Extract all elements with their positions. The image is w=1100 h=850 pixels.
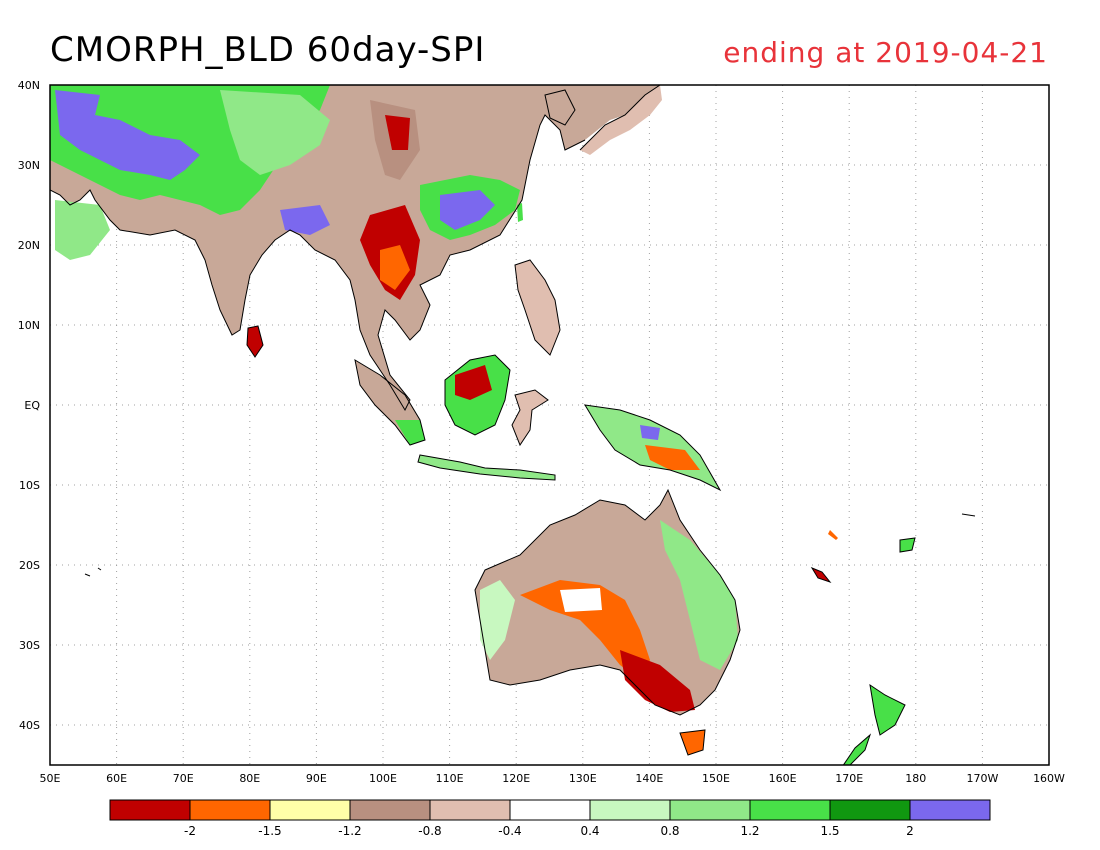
legend-swatch xyxy=(749,799,831,821)
legend-swatch xyxy=(669,799,751,821)
longitude-tick-label: 160W xyxy=(1033,772,1065,785)
longitude-tick-label: 170W xyxy=(966,772,998,785)
legend-swatch xyxy=(349,799,431,821)
latitude-tick-label: 20N xyxy=(18,239,40,252)
longitude-tick-label: 160E xyxy=(769,772,797,785)
legend-swatch xyxy=(589,799,671,821)
australia-interior-dry xyxy=(520,580,650,680)
australia-west-green xyxy=(480,580,515,660)
korea xyxy=(545,90,575,125)
legend-tick-label: 1.5 xyxy=(820,824,839,838)
legend-tick-label: -1.2 xyxy=(338,824,361,838)
map-subtitle-date: ending at 2019-04-21 xyxy=(723,36,1048,69)
legend-swatch xyxy=(269,799,351,821)
longitude-tick-label: 170E xyxy=(835,772,863,785)
longitude-tick-label: 180 xyxy=(905,772,926,785)
new-zealand-north xyxy=(870,685,905,735)
australia-center-white xyxy=(560,588,602,612)
latitude-tick-label: 30S xyxy=(19,639,40,652)
vanuatu xyxy=(828,530,838,540)
australia-east-green xyxy=(660,520,738,670)
philippines xyxy=(515,260,560,355)
legend-tick-label: 0.8 xyxy=(660,824,679,838)
legend-tick-label: -0.8 xyxy=(418,824,441,838)
india-west-green xyxy=(55,200,110,260)
asia-very-wet-region xyxy=(55,90,200,180)
longitude-tick-label: 130E xyxy=(569,772,597,785)
longitude-tick-label: 100E xyxy=(369,772,397,785)
new-guinea-wet xyxy=(640,425,660,440)
legend-tick-label: 2 xyxy=(906,824,914,838)
taiwan xyxy=(517,203,523,222)
map-title: CMORPH_BLD 60day-SPI xyxy=(50,30,486,70)
indochina-dry-fringe xyxy=(380,245,410,290)
asia-central-green xyxy=(220,90,330,175)
legend-swatch xyxy=(829,799,911,821)
fiji xyxy=(900,538,915,552)
latitude-tick-label: 20S xyxy=(19,559,40,572)
legend-tick-label: 1.2 xyxy=(740,824,759,838)
sumatra-south-green xyxy=(395,420,425,445)
legend-tick-label: -2 xyxy=(184,824,196,838)
longitude-labels: 50E 60E 70E 80E 90E 100E 110E 120E 130E 140E 150E 1… xyxy=(40,772,1066,785)
land-shading xyxy=(50,85,915,765)
longitude-tick-label: 120E xyxy=(502,772,530,785)
latitude-tick-label: 30N xyxy=(18,159,40,172)
legend-swatch xyxy=(909,799,991,821)
longitude-tick-label: 70E xyxy=(173,772,194,785)
latitude-tick-label: EQ xyxy=(24,399,40,412)
longitude-tick-label: 50E xyxy=(40,772,61,785)
longitude-tick-label: 110E xyxy=(436,772,464,785)
borneo-dry xyxy=(455,365,492,400)
color-legend: -2 -1.5 -1.2 -0.8 -0.4 0.4 0.8 1.2 1.5 2 xyxy=(109,799,991,838)
latitude-tick-label: 10N xyxy=(18,319,40,332)
sulawesi xyxy=(512,390,548,445)
latitude-tick-label: 40S xyxy=(19,719,40,732)
legend-swatch xyxy=(189,799,271,821)
longitude-tick-label: 60E xyxy=(106,772,127,785)
new-zealand-south xyxy=(843,735,870,765)
latitude-labels: 40N 30N 20N 10N EQ 10S 20S 30S 40S xyxy=(18,79,41,732)
latitude-tick-label: 10S xyxy=(19,479,40,492)
map-frame xyxy=(49,84,1050,766)
new-guinea-dry xyxy=(645,445,700,470)
longitude-tick-label: 90E xyxy=(306,772,327,785)
legend-tick-label: -0.4 xyxy=(498,824,521,838)
longitude-tick-label: 80E xyxy=(239,772,260,785)
legend-swatch xyxy=(509,799,591,821)
legend-swatch xyxy=(429,799,511,821)
sri-lanka xyxy=(247,326,263,357)
coastlines xyxy=(50,85,976,765)
legend-tick-label: -1.5 xyxy=(258,824,281,838)
longitude-tick-label: 140E xyxy=(635,772,663,785)
australia-south-east-dry xyxy=(620,650,695,712)
longitude-tick-label: 150E xyxy=(702,772,730,785)
legend-tick-label: 0.4 xyxy=(580,824,599,838)
new-caledonia xyxy=(812,568,830,582)
north-china-dry-core xyxy=(385,115,410,150)
java xyxy=(418,455,555,480)
tibet-patch xyxy=(280,205,330,235)
china-east-very-wet xyxy=(440,190,495,230)
legend-swatch xyxy=(109,799,191,821)
japan xyxy=(580,85,662,155)
latitude-tick-label: 40N xyxy=(18,79,40,92)
